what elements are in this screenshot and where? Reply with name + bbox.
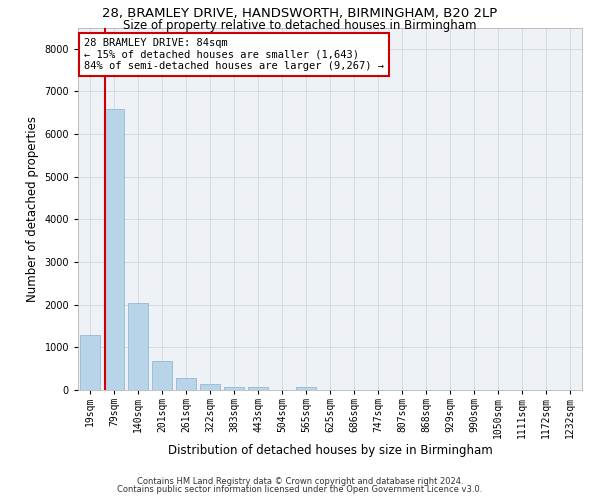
Text: Size of property relative to detached houses in Birmingham: Size of property relative to detached ho… xyxy=(123,18,477,32)
Text: Contains public sector information licensed under the Open Government Licence v3: Contains public sector information licen… xyxy=(118,485,482,494)
Bar xyxy=(224,386,244,390)
Bar xyxy=(200,384,220,390)
Bar xyxy=(128,302,148,390)
X-axis label: Distribution of detached houses by size in Birmingham: Distribution of detached houses by size … xyxy=(167,444,493,456)
Bar xyxy=(296,387,316,390)
Text: 28, BRAMLEY DRIVE, HANDSWORTH, BIRMINGHAM, B20 2LP: 28, BRAMLEY DRIVE, HANDSWORTH, BIRMINGHA… xyxy=(103,8,497,20)
Bar xyxy=(152,361,172,390)
Bar xyxy=(104,108,124,390)
Text: Contains HM Land Registry data © Crown copyright and database right 2024.: Contains HM Land Registry data © Crown c… xyxy=(137,477,463,486)
Y-axis label: Number of detached properties: Number of detached properties xyxy=(26,116,39,302)
Bar xyxy=(80,334,100,390)
Text: 28 BRAMLEY DRIVE: 84sqm
← 15% of detached houses are smaller (1,643)
84% of semi: 28 BRAMLEY DRIVE: 84sqm ← 15% of detache… xyxy=(84,38,384,71)
Bar xyxy=(248,386,268,390)
Bar xyxy=(176,378,196,390)
